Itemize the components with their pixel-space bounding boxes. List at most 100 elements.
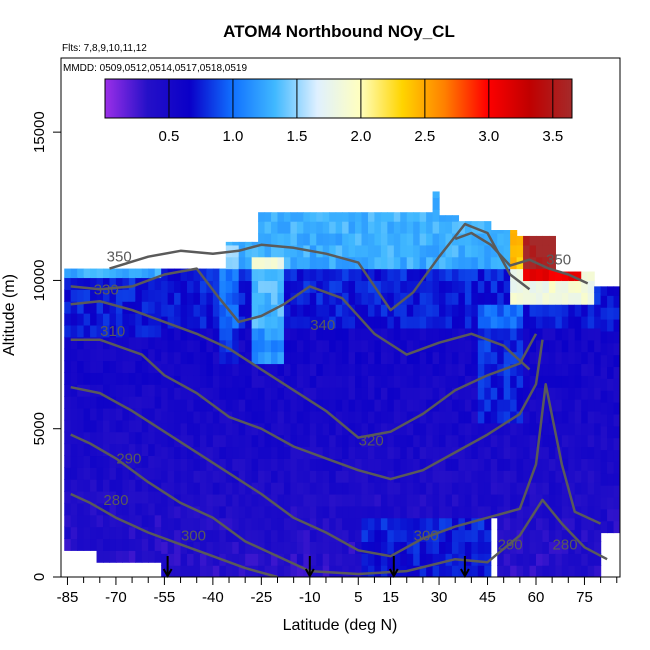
heat-cell: [348, 268, 356, 282]
heat-cell: [348, 399, 356, 412]
heat-cell: [529, 458, 537, 471]
heat-cell: [458, 232, 466, 246]
heat-cell: [587, 434, 595, 448]
heat-cell: [355, 327, 363, 341]
heat-cell: [303, 399, 311, 412]
heat-cell: [161, 458, 169, 471]
heat-cell: [516, 505, 524, 519]
heat-cell: [458, 363, 466, 376]
heat-cell: [613, 378, 620, 391]
heat-cell: [316, 212, 324, 222]
heat-cell: [109, 324, 117, 338]
heat-cell: [413, 458, 421, 471]
heat-cell: [439, 316, 447, 329]
heat-cell: [426, 399, 434, 412]
colorbar: 0.5 1.0 1.5 2.0 2.5 3.0 3.5: [104, 78, 573, 145]
heat-cell: [232, 410, 240, 424]
heat-cell: [154, 419, 162, 433]
heat-cell: [199, 517, 208, 531]
heat-cell: [303, 470, 311, 483]
heat-cell: [251, 256, 259, 270]
heat-cell: [497, 399, 505, 412]
x-axis: -85 -70 -55 -40 -25 -10 5 15 30 45 60 75: [57, 577, 618, 606]
heat-cell: [148, 348, 156, 362]
heat-cell: [529, 446, 537, 459]
heat-cell: [212, 470, 220, 483]
heat-cell: [264, 268, 272, 282]
heat-cell: [516, 339, 524, 353]
heat-cell: [413, 446, 421, 459]
heat-cell: [199, 268, 208, 282]
heat-cell: [471, 268, 479, 282]
heat-cell: [161, 410, 169, 424]
heat-cell: [439, 327, 447, 341]
heat-cell: [245, 304, 253, 317]
heat-cell: [464, 422, 472, 436]
heat-cell: [264, 410, 272, 424]
heat-cell: [206, 327, 214, 341]
heat-cell: [109, 502, 117, 516]
heat-cell: [329, 363, 337, 376]
heat-cell: [348, 553, 356, 566]
heat-cell: [180, 434, 188, 448]
heat-cell: [187, 351, 195, 365]
heat-cell: [400, 339, 408, 353]
heat-cell: [258, 256, 266, 270]
heat-cell: [251, 316, 259, 329]
heat-cell: [90, 538, 98, 551]
heat-cell: [367, 470, 376, 483]
heat-cell: [309, 529, 317, 543]
heat-cell: [529, 375, 537, 388]
heat-cell: [548, 316, 556, 329]
heat-cell: [83, 360, 91, 373]
heat-cell: [238, 482, 246, 495]
heat-cell: [103, 550, 111, 563]
heat-cell: [497, 470, 505, 483]
heat-cell: [471, 470, 479, 483]
heat-cell: [322, 446, 330, 459]
heat-cell: [296, 529, 304, 543]
heat-cell: [439, 553, 447, 566]
heat-cell: [548, 235, 556, 246]
heat-cell: [199, 375, 208, 388]
heat-cell: [523, 410, 531, 424]
heat-cell: [322, 517, 330, 531]
heat-cell: [548, 399, 556, 412]
heat-cell: [523, 363, 531, 376]
heat-cell: [174, 505, 182, 519]
heat-cell: [535, 268, 544, 282]
heat-cell: [523, 565, 531, 577]
dates-label: MMDD: 0509,0512,0514,0517,0518,0519: [63, 63, 247, 74]
heat-cell: [109, 419, 117, 433]
heat-cell: [141, 431, 149, 445]
heat-cell: [128, 514, 136, 528]
heat-cell: [329, 221, 337, 234]
heat-cell: [380, 292, 388, 305]
heat-cell: [503, 493, 511, 507]
contour-label: 300: [414, 527, 439, 544]
heat-cell: [258, 482, 266, 495]
heat-cell: [128, 396, 136, 409]
heat-cell: [581, 375, 589, 388]
heat-cell: [380, 221, 388, 234]
heat-cell: [490, 232, 498, 246]
heat-cell: [232, 446, 240, 459]
heat-cell: [348, 221, 356, 234]
contour-label: 280: [103, 492, 128, 509]
heat-cell: [355, 316, 363, 329]
heat-cell: [290, 375, 298, 388]
heat-cell: [503, 482, 511, 495]
heat-cell: [568, 446, 576, 459]
heat-cell: [290, 541, 298, 554]
heat-cell: [245, 316, 253, 329]
heat-cell: [587, 505, 595, 519]
heat-cell: [277, 482, 285, 495]
heat-cell: [271, 232, 279, 246]
heat-cell: [283, 446, 292, 459]
heat-cell: [355, 280, 363, 293]
heat-cell: [561, 271, 569, 282]
heat-cell: [510, 505, 518, 519]
heat-cell: [316, 482, 324, 495]
heat-cell: [64, 301, 72, 314]
heat-cell: [135, 514, 143, 528]
